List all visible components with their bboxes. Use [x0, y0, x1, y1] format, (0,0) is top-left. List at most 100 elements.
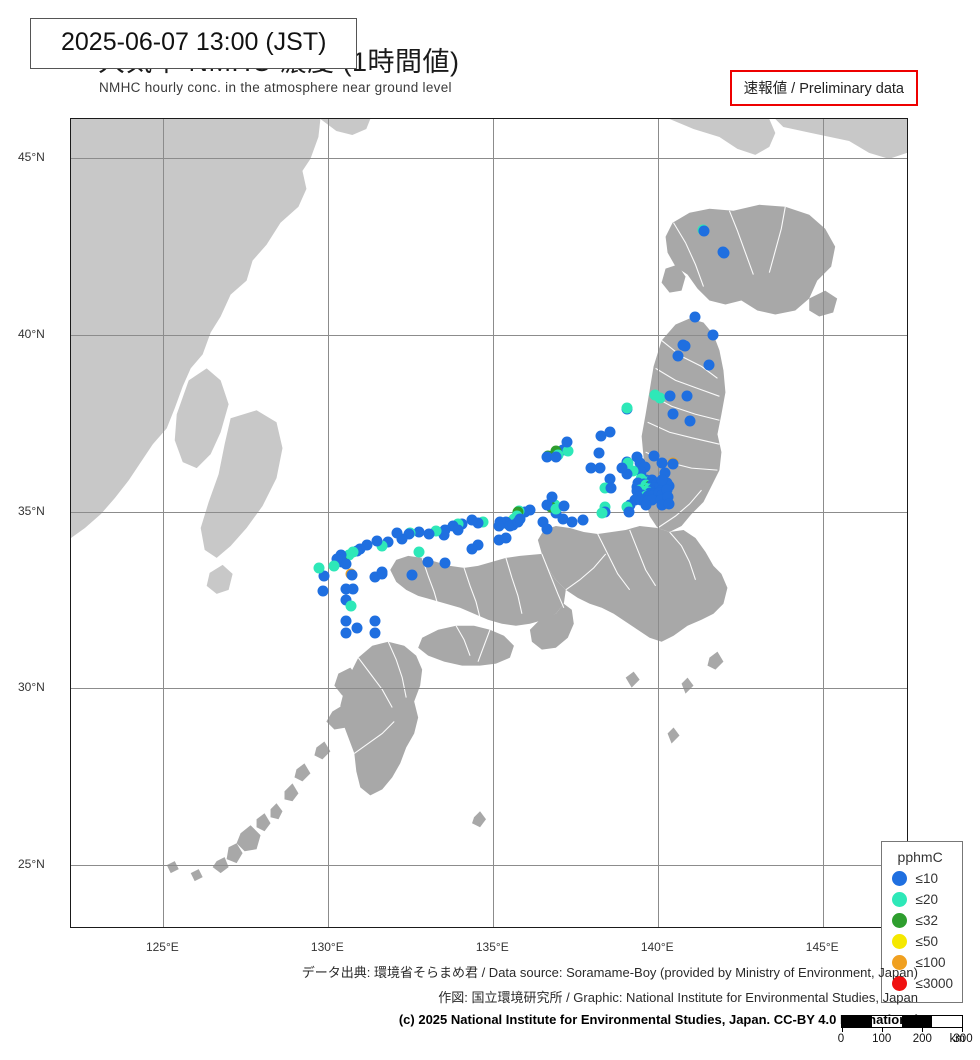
data-point[interactable] [346, 569, 358, 581]
legend-item[interactable]: ≤10 [891, 868, 953, 889]
data-point[interactable] [335, 549, 347, 561]
data-point[interactable] [430, 525, 442, 537]
data-point[interactable] [640, 499, 652, 511]
data-point[interactable] [605, 482, 617, 494]
data-point[interactable] [594, 462, 606, 474]
data-point[interactable] [561, 436, 573, 448]
data-point[interactable] [635, 466, 647, 478]
data-point[interactable] [631, 451, 643, 463]
data-point[interactable] [646, 494, 658, 506]
data-point[interactable] [654, 392, 666, 404]
data-point[interactable] [622, 457, 634, 469]
data-point[interactable] [340, 583, 352, 595]
data-point[interactable] [621, 402, 633, 414]
data-point[interactable] [663, 498, 675, 510]
data-point[interactable] [541, 499, 553, 511]
data-point[interactable] [340, 615, 352, 627]
legend-item[interactable]: ≤3000 [891, 973, 953, 994]
data-point[interactable] [369, 571, 381, 583]
data-point[interactable] [541, 451, 553, 463]
data-point[interactable] [452, 524, 464, 536]
data-point[interactable] [656, 457, 668, 469]
data-point[interactable] [577, 514, 589, 526]
data-point[interactable] [328, 560, 340, 572]
data-point[interactable] [558, 500, 570, 512]
data-point[interactable] [369, 615, 381, 627]
data-point[interactable] [667, 408, 679, 420]
data-point[interactable] [371, 535, 383, 547]
data-point[interactable] [648, 450, 660, 462]
data-point[interactable] [318, 570, 330, 582]
data-point[interactable] [629, 494, 640, 506]
data-point[interactable] [382, 536, 394, 548]
data-point[interactable] [621, 468, 633, 480]
data-point[interactable] [391, 527, 403, 539]
data-point[interactable] [472, 539, 484, 550]
data-point[interactable] [493, 534, 505, 546]
data-point[interactable] [672, 350, 684, 362]
data-point[interactable] [439, 557, 451, 569]
data-point[interactable] [317, 585, 329, 597]
data-point[interactable] [376, 566, 388, 578]
data-point[interactable] [546, 491, 558, 503]
data-point[interactable] [340, 627, 352, 639]
data-point[interactable] [514, 513, 526, 525]
data-point[interactable] [345, 600, 357, 612]
data-point[interactable] [406, 569, 418, 581]
data-point[interactable] [550, 451, 562, 463]
data-point[interactable] [550, 503, 562, 515]
data-point[interactable] [684, 415, 696, 427]
data-point[interactable] [557, 513, 569, 525]
data-point[interactable] [599, 482, 611, 494]
legend-item[interactable]: ≤100 [891, 952, 953, 973]
data-point[interactable] [596, 507, 607, 519]
legend-item[interactable]: ≤50 [891, 931, 953, 952]
data-point[interactable] [423, 528, 435, 540]
data-point[interactable] [351, 622, 363, 634]
data-point[interactable] [604, 473, 616, 485]
data-point[interactable] [707, 329, 719, 341]
data-point[interactable] [466, 543, 478, 555]
data-point[interactable] [595, 430, 607, 442]
data-point[interactable] [562, 445, 574, 457]
data-point[interactable] [347, 583, 359, 595]
data-point[interactable] [656, 474, 668, 486]
data-point[interactable] [500, 532, 512, 544]
data-point[interactable] [664, 390, 676, 402]
data-point[interactable] [659, 467, 671, 479]
data-point[interactable] [519, 506, 531, 518]
data-point[interactable] [361, 539, 373, 551]
data-point[interactable] [376, 540, 388, 552]
data-point[interactable] [343, 549, 355, 561]
data-point[interactable] [313, 562, 325, 573]
data-point[interactable] [331, 553, 343, 565]
data-point[interactable] [466, 514, 478, 526]
data-point[interactable] [413, 526, 425, 538]
data-point[interactable] [396, 533, 408, 545]
data-point[interactable] [604, 426, 616, 438]
legend-item[interactable]: ≤20 [891, 889, 953, 910]
data-point[interactable] [627, 465, 639, 477]
data-point[interactable] [472, 517, 484, 529]
data-point[interactable] [656, 499, 668, 511]
data-point[interactable] [623, 506, 635, 518]
data-point[interactable] [656, 489, 668, 501]
data-point[interactable] [679, 340, 691, 352]
data-point[interactable] [667, 458, 679, 470]
data-point[interactable] [689, 311, 701, 323]
data-point[interactable] [616, 462, 628, 474]
data-point[interactable] [703, 359, 715, 371]
data-point[interactable] [566, 516, 578, 528]
data-point[interactable] [340, 594, 352, 606]
data-point[interactable] [681, 390, 693, 402]
data-point[interactable] [340, 558, 352, 570]
data-point[interactable] [369, 627, 381, 639]
data-point[interactable] [537, 516, 549, 528]
data-point[interactable] [541, 523, 553, 535]
data-point[interactable] [403, 528, 415, 540]
data-point[interactable] [698, 225, 710, 237]
data-point[interactable] [438, 529, 450, 541]
data-point[interactable] [413, 546, 425, 558]
data-point[interactable] [422, 556, 434, 568]
data-point[interactable] [661, 484, 673, 496]
